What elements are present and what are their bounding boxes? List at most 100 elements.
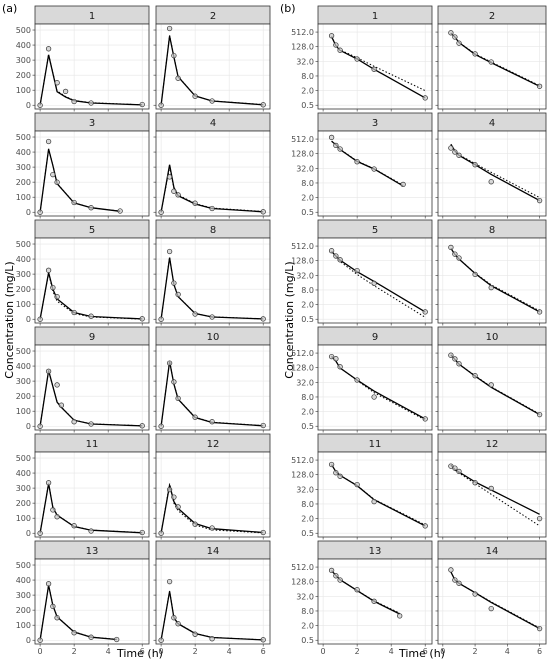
- obs-point-a-12-5: [209, 525, 215, 531]
- obs-point-b-8-2: [456, 255, 462, 261]
- strip-label-b-4: 4: [489, 118, 495, 129]
- plot-border-b-11: [317, 451, 433, 538]
- plot-border-b-12: [437, 451, 547, 538]
- strip-label-b-1: 1: [372, 11, 378, 22]
- y-tick-label-b-1-2: 8.0: [301, 72, 314, 81]
- plot-border-a-3: [34, 130, 150, 217]
- obs-point-b-11-3: [354, 481, 360, 488]
- obs-point-b-12-5: [536, 515, 543, 522]
- y-tick-label-a-3-4: 400: [16, 148, 31, 157]
- y-tick-label-b-1-4: 128.0: [291, 43, 314, 52]
- strip-label-a-5: 5: [89, 225, 95, 236]
- y-tick-label-a-5-0: 0: [26, 315, 31, 324]
- obs-point-a-8-0: [158, 316, 164, 322]
- obs-point-a-5-6: [139, 316, 145, 322]
- obs-point-b-2-1: [452, 34, 458, 40]
- obs-point-b-5-2: [337, 257, 343, 263]
- obs-point-a-3-0: [37, 209, 43, 215]
- y-tick-label-b-11-2: 8.0: [301, 500, 314, 509]
- x-tick-label-a-13-4: 4: [106, 647, 111, 656]
- obs-point-b-5-0: [328, 248, 335, 254]
- obs-point-b-14-4: [488, 605, 494, 612]
- obs-point-a-3-2: [50, 171, 56, 178]
- x-tick-label-b-13-6: 6: [423, 647, 428, 656]
- y-tick-label-a-1-1: 100: [16, 86, 31, 95]
- y-tick-label-b-9-4: 128.0: [291, 364, 314, 373]
- obs-point-a-1-2: [54, 80, 60, 86]
- x-tick-label-b-13-0: 0: [321, 647, 326, 656]
- obs-point-b-14-2: [456, 580, 462, 586]
- obs-point-b-9-5: [422, 416, 428, 422]
- obs-point-b-9-2: [337, 364, 343, 370]
- x-tick-label-a-13-0: 0: [38, 647, 43, 656]
- panel-b-10: 100246: [435, 326, 547, 442]
- obs-point-a-11-3: [54, 514, 60, 520]
- obs-point-a-12-0: [158, 530, 164, 536]
- plot-border-a-10: [155, 344, 271, 431]
- y-tick-label-b-1-0: 0.5: [301, 101, 314, 110]
- obs-point-a-8-1: [166, 248, 173, 255]
- strip-label-b-9: 9: [372, 332, 378, 343]
- plot-bg-b-1: [318, 24, 432, 109]
- obs-point-b-8-0: [448, 244, 454, 251]
- y-tick-label-b-3-0: 0.5: [301, 208, 314, 217]
- y-tick-label-a-9-5: 500: [16, 347, 31, 356]
- obs-point-b-8-4: [488, 284, 494, 291]
- strip-label-b-14: 14: [486, 546, 499, 557]
- plot-bg-a-14: [156, 559, 270, 644]
- y-tick-label-b-11-0: 0.5: [301, 529, 314, 538]
- panel-b-12: 120246: [435, 433, 547, 549]
- strip-label-a-12: 12: [207, 439, 220, 450]
- x-tick-label-a-14-6: 6: [261, 647, 266, 656]
- obs-point-b-1-2: [337, 47, 343, 53]
- obs-point-a-10-3: [175, 395, 181, 402]
- obs-point-b-4-0: [448, 145, 454, 151]
- plot-border-b-3: [317, 130, 433, 217]
- panel-a-9: 901002003004005000246: [16, 326, 150, 442]
- obs-point-a-10-2: [171, 379, 177, 385]
- obs-point-a-13-4: [71, 630, 77, 636]
- y-tick-label-a-3-3: 300: [16, 163, 31, 172]
- obs-point-b-2-3: [472, 51, 478, 57]
- obs-point-b-11-0: [328, 461, 335, 468]
- y-tick-label-a-1-5: 500: [16, 26, 31, 35]
- y-tick-label-a-13-2: 200: [16, 606, 31, 615]
- plot-bg-b-11: [318, 452, 432, 537]
- obs-point-a-9-6: [139, 423, 145, 429]
- plot-bg-a-8: [156, 238, 270, 323]
- obs-point-a-2-0: [158, 102, 164, 108]
- panel-a-10: 100246: [153, 326, 271, 442]
- obs-point-b-4-1: [452, 149, 458, 155]
- obs-point-a-8-6: [260, 316, 266, 322]
- obs-point-a-2-4: [192, 93, 198, 99]
- strip-label-a-13: 13: [86, 546, 99, 557]
- strip-label-b-10: 10: [486, 332, 499, 343]
- obs-point-b-14-0: [448, 567, 454, 573]
- obs-point-a-5-5: [88, 313, 94, 319]
- strip-label-a-2: 2: [210, 11, 216, 22]
- plot-bg-a-10: [156, 345, 270, 430]
- plot-border-a-8: [155, 237, 271, 324]
- obs-point-a-3-4: [71, 199, 77, 206]
- obs-point-a-2-2: [171, 52, 177, 59]
- y-tick-label-b-3-4: 128.0: [291, 150, 314, 159]
- obs-point-b-4-2: [456, 152, 462, 158]
- obs-point-a-3-5: [88, 205, 94, 211]
- x-tick-label-a-14-4: 4: [227, 647, 232, 656]
- obs-point-a-14-4: [192, 631, 198, 637]
- panel-a-2: 20246: [153, 5, 271, 121]
- obs-point-a-10-6: [260, 422, 266, 429]
- y-tick-label-a-5-4: 400: [16, 255, 31, 264]
- series-dotted-b-12: [450, 464, 540, 527]
- plot-bg-a-12: [156, 452, 270, 537]
- obs-point-a-13-2: [50, 603, 56, 610]
- y-tick-label-a-3-2: 200: [16, 178, 31, 187]
- obs-point-b-2-4: [488, 59, 494, 65]
- y-tick-label-a-13-3: 300: [16, 591, 31, 600]
- obs-point-a-8-5: [209, 314, 215, 320]
- x-tick-label-b-14-6: 6: [537, 647, 542, 656]
- obs-point-b-13-3: [354, 587, 360, 593]
- obs-point-a-4-0: [158, 209, 164, 215]
